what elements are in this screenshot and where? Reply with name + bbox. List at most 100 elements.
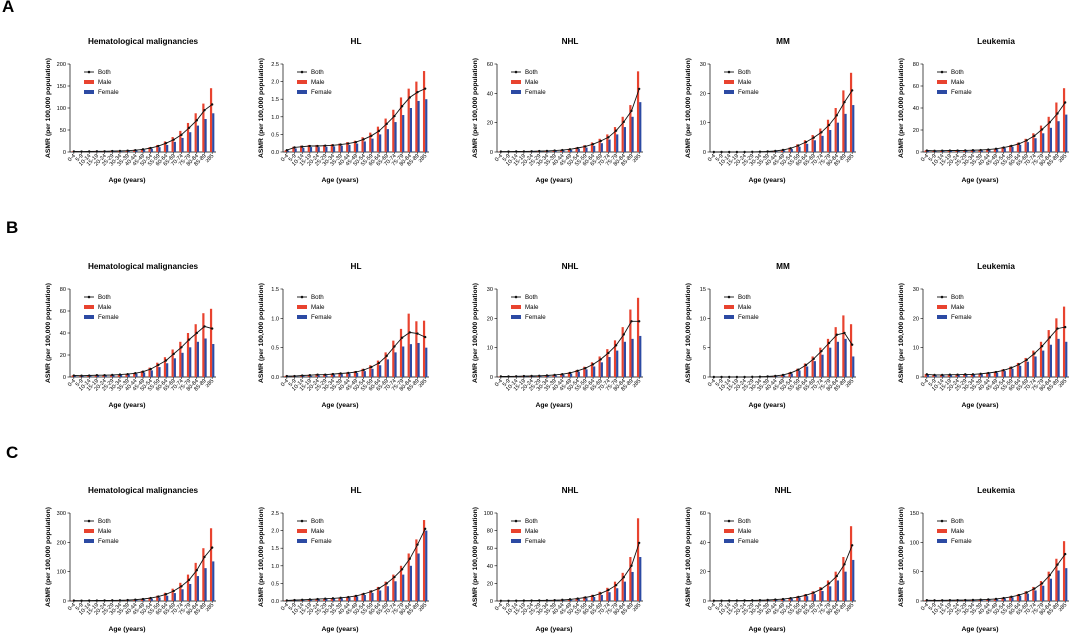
bar-male	[1016, 594, 1020, 601]
point-both	[111, 373, 114, 377]
legend-male-label: Male	[98, 528, 112, 535]
line-both	[926, 102, 1066, 152]
chart-b-5: Leukemia 0 10 20 30 ASMR (per 100,000 populat…	[898, 262, 1069, 409]
legend-female-swatch	[84, 315, 94, 319]
bar-male	[422, 320, 426, 377]
bar-female	[790, 373, 793, 377]
bar-female	[767, 600, 770, 601]
bar-male	[186, 333, 190, 377]
bar-male	[803, 594, 807, 601]
point-both	[530, 150, 533, 153]
bar-male	[323, 374, 326, 377]
line-both	[73, 104, 213, 153]
point-both	[850, 544, 854, 547]
point-both	[971, 598, 975, 602]
point-both	[103, 373, 106, 377]
bar-female	[119, 151, 123, 152]
x-tick-label: ≥85	[418, 153, 429, 164]
point-both	[751, 375, 754, 379]
y-axis-title: ASMR (per 100,000 population)	[45, 507, 52, 607]
bar-female	[317, 375, 320, 377]
bar-female	[417, 553, 420, 601]
bar-male	[209, 308, 213, 377]
legend-female-label: Female	[98, 314, 119, 321]
bar-female	[302, 375, 305, 377]
chart-b-1: Hematological malignancies 0 20 40 60 80 ASMR …	[45, 262, 216, 409]
bar-female	[294, 148, 297, 152]
charts-container: Hematological malignancies050100150200AS…	[45, 37, 1069, 633]
bar-female	[212, 561, 215, 601]
point-both	[568, 148, 572, 151]
bar-female	[1019, 595, 1022, 601]
y-tick-label: 20	[700, 570, 706, 576]
x-tick-label: ≥85	[205, 602, 216, 613]
bar-male	[307, 144, 310, 152]
point-both	[835, 333, 838, 336]
y-tick-label: 0	[916, 150, 919, 156]
bar-male	[598, 138, 601, 152]
point-both	[1033, 587, 1036, 590]
bar-male	[544, 375, 547, 377]
point-both	[316, 597, 319, 601]
bar-male	[947, 374, 950, 377]
point-both	[408, 557, 411, 560]
y-tick-label: 0	[703, 599, 706, 605]
y-axis-title: ASMR (per 100,000 population)	[45, 58, 52, 158]
bar-female	[143, 149, 146, 152]
bar-female	[348, 597, 351, 601]
bar-male	[986, 372, 989, 377]
bar-female	[173, 593, 176, 601]
point-both	[607, 351, 610, 355]
point-both	[118, 599, 122, 602]
point-both	[515, 150, 518, 153]
line-both	[500, 320, 640, 377]
point-both	[591, 143, 595, 146]
bar-female	[546, 375, 550, 377]
bar-female	[371, 368, 374, 377]
bar-female	[798, 370, 801, 377]
legend-female-label: Female	[951, 89, 972, 96]
point-both	[377, 361, 381, 365]
point-both	[331, 144, 335, 147]
legend-female-swatch	[937, 90, 947, 94]
legend-male-swatch	[297, 80, 307, 84]
point-both	[522, 599, 526, 602]
bar-female	[631, 116, 634, 152]
bar-male	[1039, 125, 1043, 152]
legend-female-swatch	[297, 90, 307, 94]
bar-female	[1003, 148, 1006, 152]
legend-female-swatch	[937, 315, 947, 319]
bar-male	[993, 598, 996, 601]
bar-female	[409, 565, 412, 601]
bar-female	[988, 149, 991, 152]
point-both	[103, 150, 106, 153]
bar-female	[836, 341, 839, 377]
x-tick-label: 0-4	[280, 153, 290, 163]
y-tick-label: 60	[60, 309, 66, 315]
point-both	[607, 136, 610, 139]
point-both	[88, 374, 91, 377]
bar-male	[361, 137, 364, 152]
bar-female	[196, 341, 199, 377]
x-tick-label: 0-4	[280, 602, 290, 612]
legend-male-label: Male	[525, 79, 539, 86]
bar-male	[338, 372, 341, 377]
bar-male	[194, 113, 197, 152]
x-tick-label: ≥85	[1058, 378, 1069, 389]
y-tick-label: 0.0	[271, 150, 279, 156]
legend-male-label: Male	[738, 528, 752, 535]
point-both	[385, 582, 388, 585]
point-both	[835, 574, 838, 578]
bar-male	[780, 149, 783, 152]
point-both	[850, 343, 854, 346]
bar-male	[1039, 341, 1043, 377]
bar-female	[996, 599, 999, 601]
bar-female	[181, 352, 184, 377]
point-both	[933, 599, 936, 602]
bar-female	[965, 600, 968, 601]
point-both	[933, 373, 936, 377]
y-tick-label: 0	[490, 375, 493, 381]
point-both	[301, 145, 304, 148]
bar-male	[621, 327, 624, 377]
